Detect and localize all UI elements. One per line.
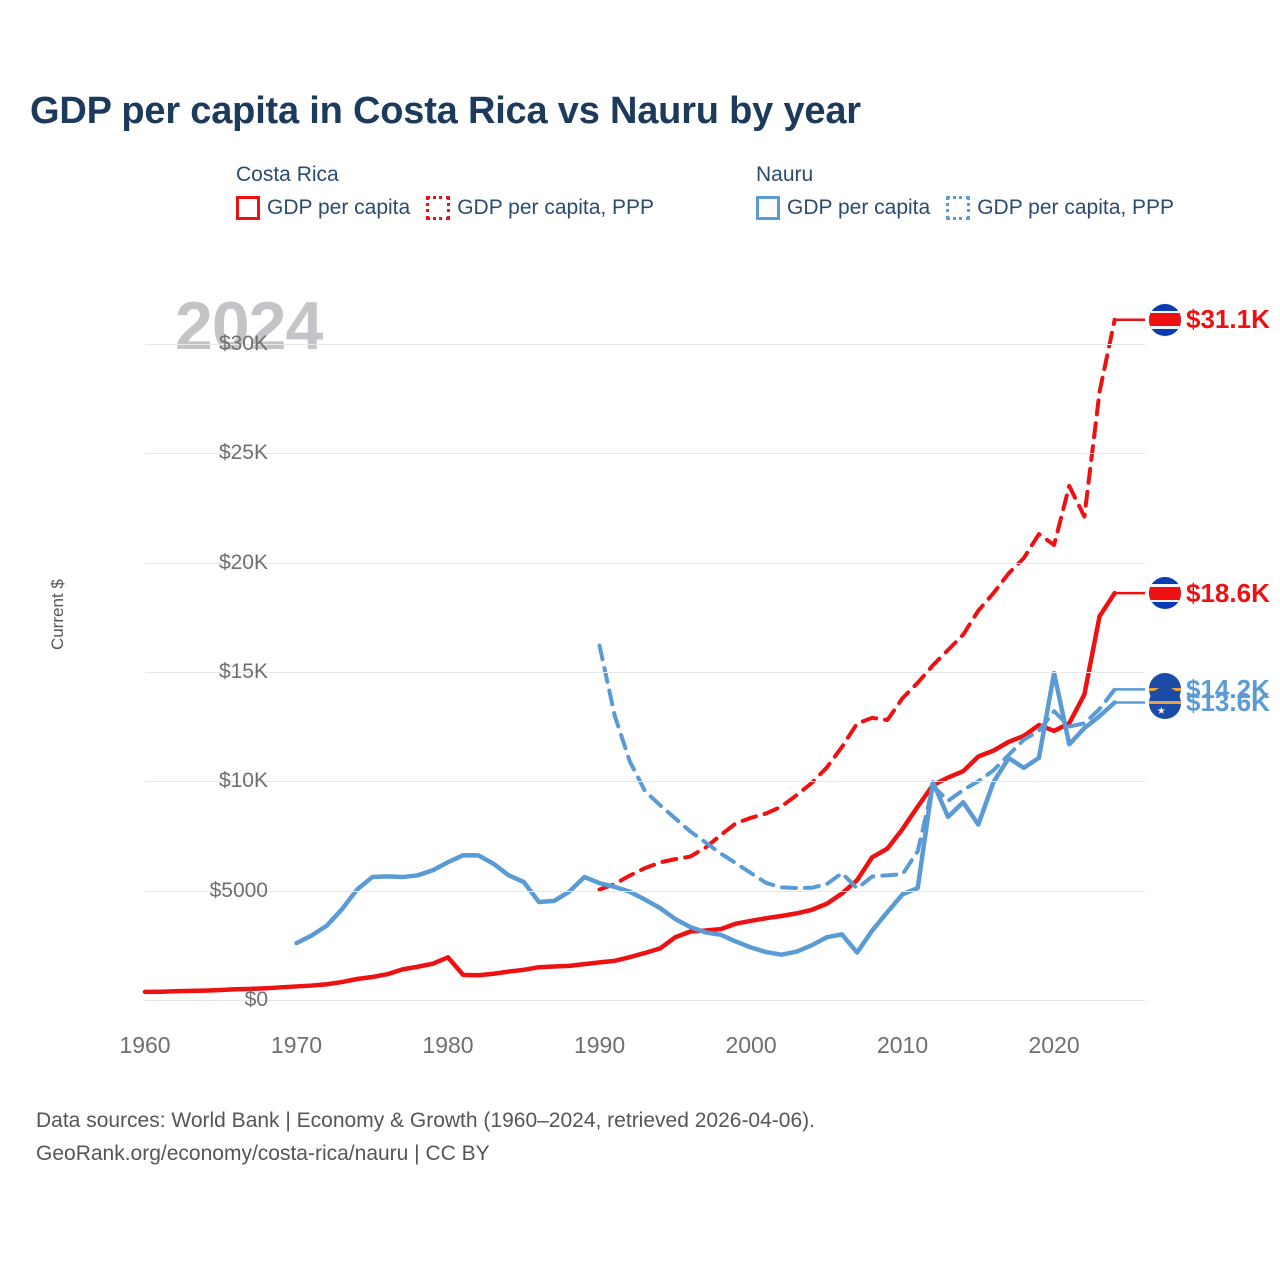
y-axis-title: Current $ bbox=[48, 579, 67, 650]
x-axis-tick-label: 2020 bbox=[1028, 1032, 1080, 1058]
series-lines bbox=[142, 317, 1145, 995]
year-watermark: 2024 bbox=[175, 288, 323, 364]
footer-data-sources: Data sources: World Bank | Economy & Gro… bbox=[36, 1109, 815, 1132]
legend-swatch-solid-icon bbox=[236, 196, 260, 220]
nauru-flag-icon bbox=[1149, 686, 1181, 719]
series-line bbox=[597, 643, 1117, 891]
legend-country-label: Costa Rica bbox=[236, 163, 339, 186]
page-title: GDP per capita in Costa Rica vs Nauru by… bbox=[30, 90, 861, 132]
legend-swatch-dotted-icon bbox=[946, 196, 971, 220]
legend-item-nauru-gdp-ppp[interactable]: GDP per capita, PPP bbox=[946, 196, 1174, 220]
legend-item-label: GDP per capita bbox=[267, 196, 411, 219]
x-axis-tick-label: 1970 bbox=[270, 1032, 323, 1058]
y-axis-tick-label: $15K bbox=[218, 659, 268, 683]
costa-rica-flag-icon bbox=[1149, 577, 1181, 610]
gridline bbox=[145, 1000, 1145, 1001]
y-axis-tick-label: $5000 bbox=[209, 878, 268, 902]
legend-swatch-dotted-icon bbox=[426, 196, 451, 220]
gridline bbox=[145, 562, 1145, 564]
legend-item-label: GDP per capita, PPP bbox=[977, 196, 1175, 219]
series-end-marker: $18.6K bbox=[1149, 577, 1270, 610]
series-end-marker: $31.1K bbox=[1149, 303, 1270, 336]
gridline bbox=[145, 890, 1145, 892]
gridline bbox=[145, 671, 1145, 673]
footer-attribution: GeoRank.org/economy/costa-rica/nauru | C… bbox=[36, 1141, 490, 1165]
legend-swatch-solid-icon bbox=[756, 196, 780, 220]
y-axis-tick-label: $10K bbox=[218, 769, 268, 793]
series-end-marker: $13.6K bbox=[1149, 686, 1270, 719]
legend-item-costa-rica-gdp[interactable]: GDP per capita bbox=[236, 196, 410, 220]
y-axis-tick-label: $20K bbox=[218, 550, 268, 574]
y-axis-tick-label: $25K bbox=[218, 441, 268, 465]
footer: Data sources: World Bank | Economy & Gro… bbox=[36, 1105, 1236, 1170]
legend-item-costa-rica-gdp-ppp[interactable]: GDP per capita, PPP bbox=[426, 196, 654, 220]
series-line bbox=[142, 590, 1117, 995]
gridline bbox=[145, 781, 1145, 783]
gridline bbox=[145, 343, 1145, 345]
y-axis-tick-label: $30K bbox=[218, 331, 268, 355]
legend-item-label: GDP per capita, PPP bbox=[457, 196, 655, 219]
gridline bbox=[145, 453, 1145, 455]
x-axis-tick-label: 1980 bbox=[422, 1032, 474, 1058]
y-axis-tick-label: $0 bbox=[244, 988, 268, 1011]
plot-area bbox=[142, 300, 1145, 1001]
x-axis-tick-label: 2000 bbox=[725, 1032, 777, 1058]
legend-group-costa-rica: Costa Rica GDP per capita GDP per capita… bbox=[236, 163, 654, 220]
series-end-value: $13.6K bbox=[1186, 687, 1270, 717]
series-end-value: $18.6K bbox=[1186, 577, 1270, 608]
legend-country-label: Nauru bbox=[756, 163, 814, 186]
series-end-value: $31.1K bbox=[1186, 304, 1270, 335]
x-axis-tick-label: 1990 bbox=[573, 1032, 626, 1058]
legend-item-nauru-gdp[interactable]: GDP per capita bbox=[756, 196, 930, 220]
legend-item-label: GDP per capita bbox=[787, 196, 931, 219]
x-axis-tick-label: 2010 bbox=[876, 1032, 929, 1058]
costa-rica-flag-icon bbox=[1149, 303, 1181, 336]
chart-legend: Costa Rica GDP per capita GDP per capita… bbox=[236, 163, 1256, 243]
series-line bbox=[597, 317, 1117, 892]
x-axis-tick-label: 1960 bbox=[119, 1032, 171, 1058]
series-line bbox=[294, 670, 1117, 957]
legend-group-nauru: Nauru GDP per capita GDP per capita, PPP bbox=[756, 163, 1174, 220]
series-end-value: $14.2K bbox=[1186, 673, 1270, 704]
